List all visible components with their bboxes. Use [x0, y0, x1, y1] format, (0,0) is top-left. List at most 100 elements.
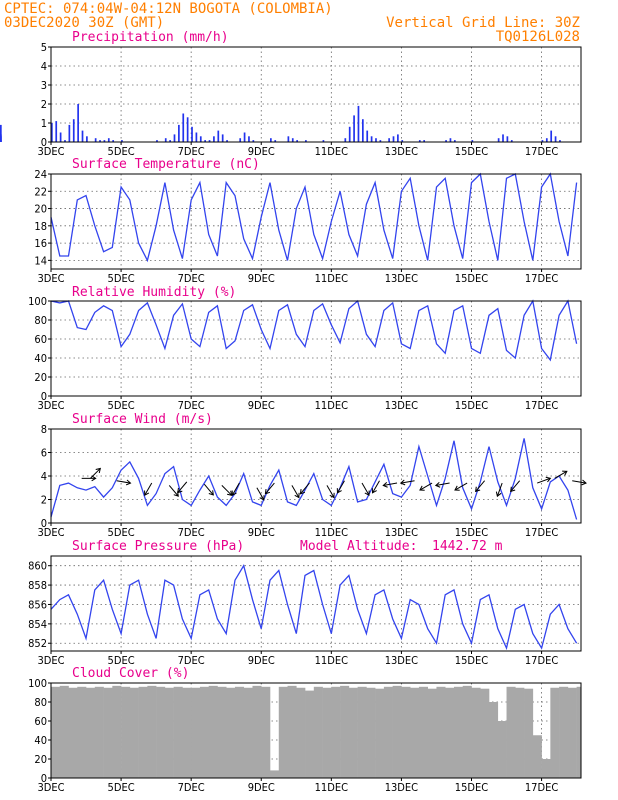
temperature-xtick-label: 15DEC [455, 272, 488, 285]
cloud-bar [313, 686, 323, 778]
cloud-bar [427, 688, 437, 778]
cloud-bar [243, 687, 253, 778]
temperature-title: Surface Temperature (nC) [72, 157, 260, 172]
wind-vector [399, 479, 415, 486]
temperature-ytick-label: 18 [34, 220, 47, 233]
cloud-bar [445, 687, 455, 778]
precip-bar [191, 126, 193, 142]
cloud-bar [497, 721, 507, 778]
cloud-bar [471, 687, 481, 778]
humidity-ytick-label: 40 [34, 352, 47, 365]
pressure-xtick-label: 13DEC [385, 654, 418, 667]
cloud-bar [208, 685, 218, 778]
precip-ytick-label: 1 [41, 117, 47, 130]
wind-vector [291, 485, 300, 499]
cloud-bar [506, 686, 516, 778]
cloud-bar [164, 687, 174, 778]
temperature-xtick-label: 5DEC [108, 272, 135, 285]
cloud-ytick-label: 80 [34, 696, 47, 709]
wind-xtick-label: 5DEC [108, 526, 135, 539]
precip-bar [112, 140, 115, 142]
humidity-ytick-label: 100 [28, 295, 47, 308]
wind-vector [572, 479, 587, 486]
temperature-line [50, 172, 578, 263]
temperature-xtick-label: 11DEC [315, 272, 348, 285]
precip-frame [50, 46, 582, 143]
pressure-xtick-label: 5DEC [108, 654, 135, 667]
precip-bar [445, 140, 447, 142]
wind-ytick-label: 6 [41, 447, 47, 460]
precip-bar [226, 140, 228, 142]
cloud-bar [515, 687, 525, 778]
precip-bar [68, 124, 71, 142]
precip-xtick-label: 5DEC [108, 145, 135, 158]
cloud-bar [541, 759, 551, 778]
precip-bar [239, 138, 242, 142]
pressure-xtick-label: 7DEC [178, 654, 205, 667]
wind-xtick-label: 13DEC [385, 526, 418, 539]
wind-vector [256, 487, 265, 501]
cloud-ytick-label: 60 [34, 715, 47, 728]
cloud-bar [331, 686, 341, 778]
cloud-ytick-label: 100 [28, 677, 47, 690]
precip-xtick-label: 3DEC [37, 145, 64, 158]
wind-panel: 0 2 4 6 8 3DEC 5DEC 7DEC 9DEC 11DEC 13DEC 15DEC 17DE… [37, 423, 587, 539]
precip-bar [0, 124, 2, 142]
cloud-bar [322, 687, 332, 778]
chart-panels: 0 1 2 3 4 5 3DEC 5DEC 7DEC 9DEC 11DEC 13DEC 15DEC 17D… [0, 41, 587, 794]
precip-ytick-label: 3 [41, 79, 47, 92]
precip-ytick-label: 0 [41, 136, 47, 149]
precip-bar [305, 140, 307, 142]
humidity-xtick-label: 15DEC [455, 399, 488, 412]
wind-vector [371, 480, 380, 494]
humidity-ytick-label: 80 [34, 314, 47, 327]
cloud-bar [383, 686, 393, 778]
pressure-xtick-label: 9DEC [248, 654, 275, 667]
wind-xtick-label: 15DEC [455, 526, 488, 539]
wind-vector [90, 467, 101, 479]
cloud-xtick-label: 9DEC [248, 781, 275, 794]
header-location: CPTEC: 074:04W-04:12N BOGOTA (COLOMBIA) [4, 1, 333, 17]
cloud-bar [199, 686, 209, 778]
pressure-xtick-label: 17DEC [525, 654, 558, 667]
precip-bar [296, 140, 298, 142]
precip-bar [94, 138, 97, 142]
precip-bar [195, 132, 198, 142]
precip-bar [388, 138, 390, 142]
cloud-bar [401, 686, 411, 778]
precip-bar [217, 130, 220, 142]
cloud-bar [392, 685, 402, 778]
wind-xtick-label: 11DEC [315, 526, 348, 539]
precip-bar [541, 140, 544, 142]
humidity-xtick-label: 9DEC [248, 399, 275, 412]
precip-xtick-label: 17DEC [525, 145, 558, 158]
pressure-xtick-label: 15DEC [455, 654, 488, 667]
wind-vector [454, 482, 468, 491]
precip-bar [471, 140, 474, 142]
humidity-ytick-label: 60 [34, 333, 47, 346]
cloud-xtick-label: 15DEC [455, 781, 488, 794]
cloud-bar [59, 685, 69, 778]
precip-bar [550, 130, 553, 142]
wind-xtick-label: 7DEC [178, 526, 205, 539]
precip-bar [287, 136, 290, 142]
precip-bar [156, 140, 158, 142]
cloud-bar [68, 687, 78, 778]
precip-bar [186, 117, 189, 142]
temperature-xtick-label: 9DEC [248, 272, 275, 285]
precip-bar [72, 119, 75, 142]
precip-bar [506, 136, 509, 142]
wind-vector [116, 479, 132, 486]
cloud-frame [50, 682, 582, 779]
wind-vector [264, 482, 275, 495]
temperature-frame [50, 173, 582, 270]
humidity-title: Relative Humidity (%) [72, 285, 236, 300]
precip-panel: 0 1 2 3 4 5 3DEC 5DEC 7DEC 9DEC 11DEC 13DEC 15DEC 17D… [0, 41, 582, 158]
cloud-bar [121, 686, 131, 778]
cloud-bar [296, 687, 306, 778]
cloud-bar [182, 687, 192, 778]
wind-vector [475, 480, 486, 493]
precip-bar [361, 119, 364, 142]
pressure-ytick-label: 854 [28, 618, 47, 631]
wind-title: Surface Wind (m/s) [72, 412, 213, 427]
